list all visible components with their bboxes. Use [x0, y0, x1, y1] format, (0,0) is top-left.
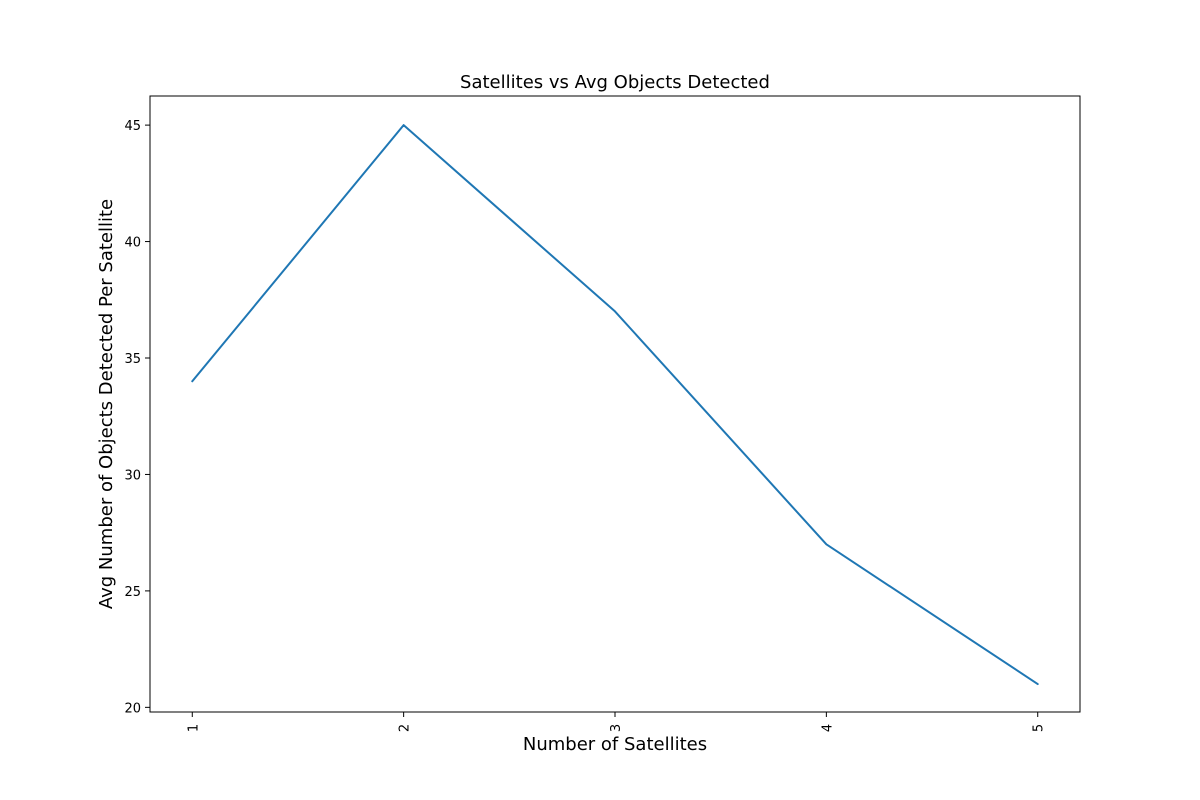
series-layer: [191, 124, 1039, 686]
y-tick-label: 30: [124, 468, 141, 483]
y-tick-label: 45: [124, 119, 141, 134]
y-tick-label: 25: [124, 585, 141, 600]
chart-title: Satellites vs Avg Objects Detected: [460, 72, 770, 93]
y-tick-label: 35: [124, 352, 141, 367]
x-tick-label: 1: [186, 724, 201, 732]
x-axis-ticks: 1 2 3 4 5: [186, 712, 1047, 732]
y-tick-label: 20: [124, 701, 141, 716]
y-tick-label: 40: [124, 236, 141, 251]
x-tick-label: 4: [820, 724, 835, 732]
x-axis-label: Number of Satellites: [523, 734, 707, 755]
plot-frame: [149, 95, 1081, 713]
x-tick-label: 3: [609, 724, 624, 732]
y-axis-label: Avg Number of Objects Detected Per Satel…: [96, 199, 117, 609]
y-axis-ticks: 20 25 30 35 40 45: [124, 119, 150, 716]
x-tick-label: 5: [1032, 724, 1047, 732]
series-line: [191, 124, 1039, 686]
x-tick-label: 2: [398, 724, 413, 732]
